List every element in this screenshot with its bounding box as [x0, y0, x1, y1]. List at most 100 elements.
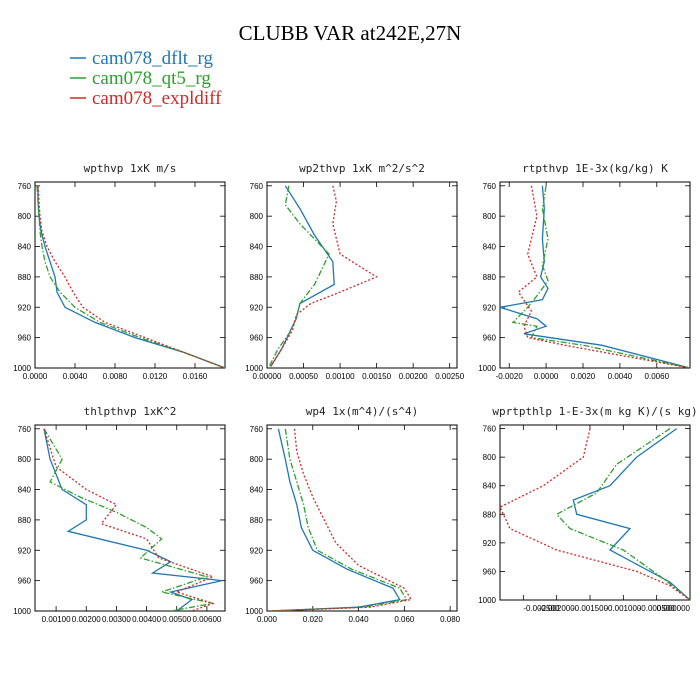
- x-tick-label: 0.00500: [162, 615, 191, 624]
- y-tick-label: 960: [250, 577, 264, 586]
- y-tick-label: 960: [18, 577, 32, 586]
- plot-frame: [499, 424, 691, 601]
- x-tick-label: 0.00600: [192, 615, 221, 624]
- x-tick-label: 0.0040: [608, 372, 633, 381]
- y-tick-label: 1000: [478, 364, 496, 373]
- y-tick-label: 840: [250, 486, 264, 495]
- x-tick-label: 0.040: [349, 615, 370, 624]
- panel-title: wp4 1x(m^4)/(s^4): [306, 405, 419, 418]
- x-tick-label: -0.001000: [605, 604, 642, 613]
- y-tick-label: 920: [483, 539, 497, 548]
- series-line-cam078-expldiff: [517, 185, 690, 368]
- y-tick-label: 800: [250, 212, 264, 221]
- y-tick-label: 1000: [13, 607, 31, 616]
- y-tick-label: 1000: [13, 364, 31, 373]
- panel-6: wprtpthlp 1-E-3x(m kg K)/(s kg) 760 800 840…: [478, 405, 697, 613]
- plot-frame: [266, 181, 458, 369]
- x-tick-label: -0.002500: [523, 604, 560, 613]
- x-tick-label: 0.00100: [326, 372, 355, 381]
- x-tick-label: 0.0000: [534, 372, 559, 381]
- panel-1: wpthvp 1xK m/s76080084088092096010000.00…: [13, 162, 226, 381]
- figure-title: CLUBB VAR at242E,27N: [239, 21, 462, 45]
- panel-2: wp2thvp 1xK m^2/s^2 760 800 840 880 920 960 100…: [245, 162, 464, 381]
- series-line-cam078-expldiff: [500, 428, 690, 600]
- series-line-cam078-qt5-rg: [268, 185, 330, 367]
- x-tick-label: 0.00200: [72, 615, 101, 624]
- y-tick-label: 920: [483, 303, 497, 312]
- x-tick-label: 0.0020: [571, 372, 596, 381]
- y-tick-label: 760: [18, 425, 32, 434]
- y-tick-label: 800: [483, 212, 497, 221]
- series-line-cam078-qt5-rg: [269, 428, 408, 611]
- x-tick-label: -0.001500: [572, 604, 609, 613]
- y-tick-label: 800: [250, 455, 264, 464]
- series-line-cam078-expldiff: [270, 185, 379, 367]
- x-tick-label: 0.0080: [103, 372, 128, 381]
- x-tick-label: 0.00200: [399, 372, 428, 381]
- y-tick-label: 840: [18, 243, 32, 252]
- y-tick-label: 880: [18, 273, 32, 282]
- panel-title: rtpthvp 1E-3x(kg/kg) K: [522, 162, 668, 175]
- x-tick-label: -0.000500: [639, 604, 676, 613]
- y-tick-label: 1000: [245, 364, 263, 373]
- panel-title: thlpthvp 1xK^2: [84, 405, 177, 418]
- panel-title: wprtpthlp 1-E-3x(m kg K)/(s kg): [492, 405, 697, 418]
- x-tick-label: 0.00250: [435, 372, 464, 381]
- y-tick-label: 760: [483, 182, 497, 191]
- x-tick-label: 0.020: [303, 615, 324, 624]
- panel-title: wpthvp 1xK m/s: [84, 162, 177, 175]
- legend-label-expldiff: cam078_expldiff: [92, 88, 222, 109]
- y-tick-label: 800: [18, 212, 32, 221]
- y-tick-label: 880: [483, 273, 497, 282]
- y-tick-label: 800: [483, 453, 497, 462]
- y-tick-label: 960: [250, 334, 264, 343]
- panel-3: rtpthvp 1E-3x(kg/kg) K 760 800 840 880 920 960…: [478, 162, 691, 381]
- y-tick-label: 920: [250, 303, 264, 312]
- x-tick-label: 0.000000: [657, 604, 691, 613]
- y-tick-label: 840: [250, 243, 264, 252]
- panel-4: thlpthvp 1xK^2 760 800 840 880 920 960 1000 0.00…: [13, 405, 226, 624]
- y-tick-label: 880: [18, 516, 32, 525]
- y-tick-label: 920: [18, 546, 32, 555]
- series-line-cam078-expldiff: [43, 428, 215, 611]
- x-tick-label: 0.080: [440, 615, 461, 624]
- series-line-cam078-dflt-rg: [500, 185, 690, 368]
- series-line-cam078-dflt-rg: [572, 428, 690, 600]
- x-tick-label: 0.000: [257, 615, 278, 624]
- series-line-cam078-qt5-rg: [36, 185, 225, 368]
- x-tick-label: 0.0000: [23, 372, 48, 381]
- y-tick-label: 760: [483, 425, 497, 434]
- y-tick-label: 840: [483, 482, 497, 491]
- plot-frame: [34, 424, 226, 612]
- x-tick-label: -0.0020: [496, 372, 524, 381]
- y-tick-label: 1000: [478, 596, 496, 605]
- x-tick-label: 0.00050: [289, 372, 318, 381]
- y-tick-label: 960: [483, 567, 497, 576]
- y-tick-label: 880: [250, 273, 264, 282]
- y-tick-label: 1000: [245, 607, 263, 616]
- plot-frame: [266, 424, 458, 612]
- y-tick-label: 760: [250, 425, 264, 434]
- y-tick-label: 920: [18, 303, 32, 312]
- x-tick-label: 0.0160: [183, 372, 208, 381]
- x-tick-label: 0.060: [394, 615, 415, 624]
- y-tick-label: 960: [18, 334, 32, 343]
- series-line-cam078-dflt-rg: [269, 428, 401, 611]
- legend: cam078_dflt_rg cam078_qt5_rg cam078_expl…: [70, 48, 222, 109]
- y-tick-label: 920: [250, 546, 264, 555]
- x-tick-label: 0.0040: [63, 372, 88, 381]
- y-tick-label: 760: [18, 182, 32, 191]
- x-tick-label: 0.00150: [362, 372, 391, 381]
- panel-5: wp4 1x(m^4)/(s^4)76080084088092096010000…: [245, 405, 460, 624]
- y-tick-label: 960: [483, 334, 497, 343]
- series-line-cam078-dflt-rg: [43, 428, 223, 611]
- plot-frame: [34, 181, 226, 369]
- panels: wpthvp 1xK m/s76080084088092096010000.00…: [13, 162, 697, 624]
- legend-label-dflt: cam078_dflt_rg: [92, 48, 214, 69]
- series-line-cam078-qt5-rg: [511, 185, 690, 368]
- panel-title: wp2thvp 1xK m^2/s^2: [299, 162, 425, 175]
- x-tick-label: 0.0060: [645, 372, 670, 381]
- y-tick-label: 800: [18, 455, 32, 464]
- x-tick-label: 0.00400: [132, 615, 161, 624]
